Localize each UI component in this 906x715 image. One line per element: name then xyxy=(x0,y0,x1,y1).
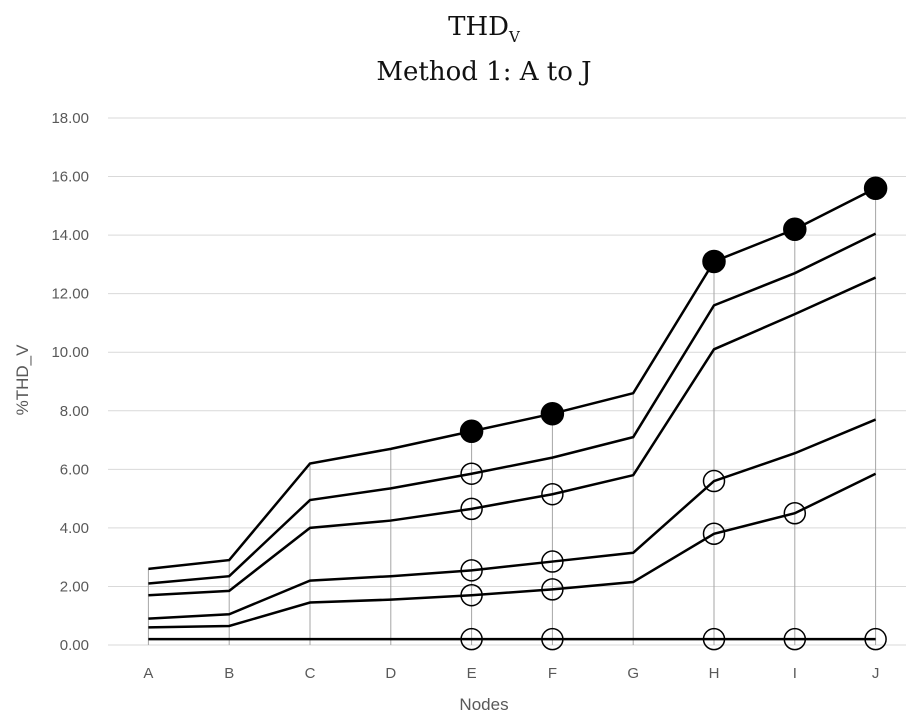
y-tick-label: 4.00 xyxy=(60,520,89,537)
x-tick-label: B xyxy=(224,665,234,682)
series-line xyxy=(148,276,877,597)
y-tick-label: 8.00 xyxy=(60,403,89,420)
chart-title: THDV xyxy=(448,12,521,46)
hollow-marker xyxy=(460,627,483,651)
filled-marker xyxy=(863,176,888,201)
hollow-marker xyxy=(702,469,726,493)
x-tick-label: D xyxy=(385,665,396,682)
x-tick-label: F xyxy=(548,665,557,682)
series-markers xyxy=(459,176,888,651)
hollow-marker xyxy=(541,627,564,651)
x-tick-label: I xyxy=(793,665,797,682)
hollow-marker xyxy=(864,627,887,651)
hollow-marker xyxy=(541,482,564,506)
hollow-marker xyxy=(460,497,483,521)
series-lines xyxy=(148,187,877,641)
hollow-marker xyxy=(702,627,726,651)
filled-marker xyxy=(702,249,726,274)
hollow-marker xyxy=(541,550,564,573)
y-tick-label: 18.00 xyxy=(51,110,89,127)
y-tick-label: 6.00 xyxy=(60,461,89,478)
x-tick-labels: A B C D E F G H I J xyxy=(143,665,879,682)
y-tick-label: 16.00 xyxy=(51,169,89,186)
y-tick-label: 10.00 xyxy=(51,344,89,361)
hollow-marker xyxy=(460,559,483,582)
filled-marker xyxy=(540,401,565,426)
y-tick-label: 2.00 xyxy=(60,578,89,595)
y-tick-label: 14.00 xyxy=(51,227,89,244)
hollow-marker xyxy=(783,627,807,651)
series-line xyxy=(148,418,877,620)
x-tick-label: C xyxy=(305,665,316,682)
x-tick-label: E xyxy=(467,665,477,682)
hollow-marker xyxy=(460,583,483,607)
y-tick-labels: 0.00 2.00 4.00 6.00 8.00 10.00 12.00 14.00 16.00… xyxy=(51,110,89,654)
filled-marker xyxy=(783,217,807,242)
hollow-marker xyxy=(783,502,807,525)
x-axis-title: Nodes xyxy=(459,695,508,714)
gridlines xyxy=(108,117,906,646)
series-line xyxy=(148,232,877,585)
x-tick-label: G xyxy=(627,665,639,682)
y-tick-label: 0.00 xyxy=(60,637,89,654)
series-line xyxy=(148,472,877,629)
chart-subtitle: Method 1: A to J xyxy=(376,57,591,87)
x-tick-label: A xyxy=(143,665,153,682)
filled-marker xyxy=(459,419,484,444)
y-tick-label: 12.00 xyxy=(51,286,89,303)
chart-title-subscript: V xyxy=(508,28,521,46)
hollow-marker xyxy=(541,578,564,601)
x-tick-label: H xyxy=(709,665,720,682)
y-axis-title: %THD_V xyxy=(13,344,32,416)
chart-title-main: THD xyxy=(448,12,509,42)
drop-lines xyxy=(147,188,877,645)
series-line xyxy=(148,187,877,571)
hollow-marker xyxy=(460,462,483,485)
hollow-marker xyxy=(702,522,726,545)
x-tick-label: J xyxy=(872,665,880,682)
